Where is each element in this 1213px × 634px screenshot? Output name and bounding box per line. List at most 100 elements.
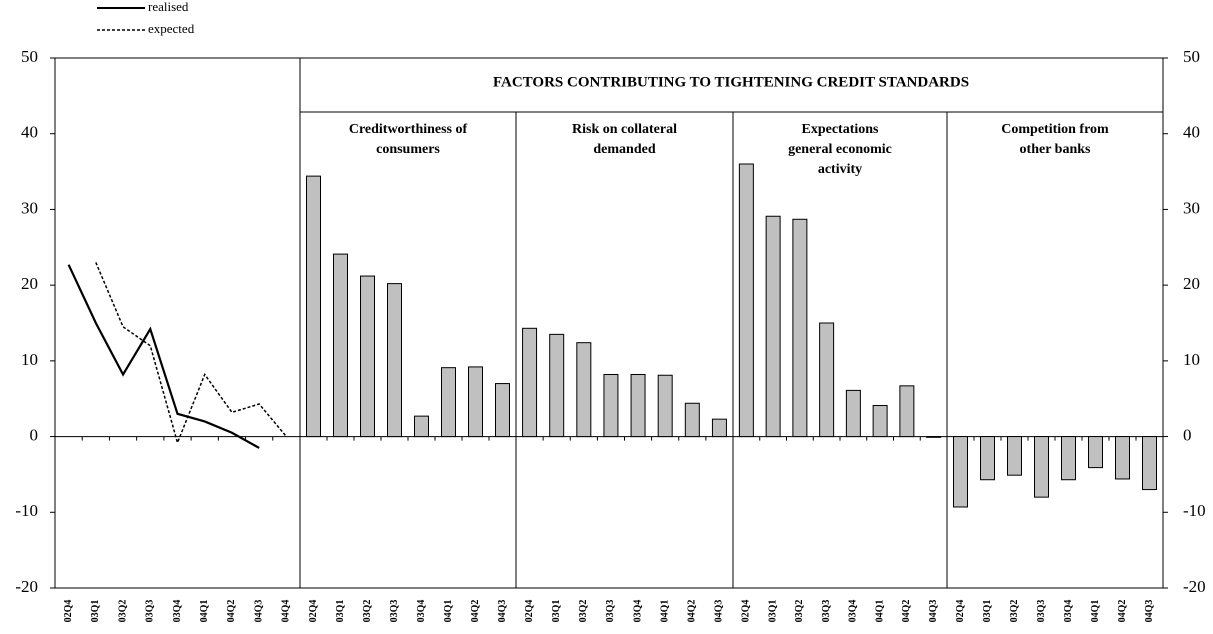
bar: [899, 385, 915, 438]
x-tick-label: 04Q1: [443, 600, 454, 623]
x-tick-label: 04Q2: [901, 600, 912, 623]
bar: [1115, 436, 1130, 480]
x-tick-label: 03Q2: [1009, 600, 1020, 623]
y2-tick-label: 0: [1183, 425, 1192, 444]
panel-title: consumers: [376, 142, 440, 157]
x-tick-label: 02Q4: [955, 600, 966, 623]
x-tick-label: 04Q1: [659, 600, 670, 623]
chart-title: FACTORS CONTRIBUTING TO TIGHTENING CREDI…: [493, 74, 969, 90]
bar: [441, 367, 456, 438]
legend-label: realised: [148, 0, 189, 14]
x-tick-label: 02Q4: [524, 600, 535, 623]
panel-title: demanded: [593, 142, 655, 157]
bar: [792, 218, 808, 438]
x-tick-label: 04Q2: [226, 600, 237, 623]
bar: [926, 436, 942, 438]
x-tick-label: 03Q4: [848, 600, 859, 623]
y2-tick-label: 50: [1183, 47, 1200, 66]
y2-tick-label: -10: [1183, 501, 1206, 520]
x-tick-label: 03Q4: [1063, 600, 1074, 623]
x-tick-label: 03Q3: [389, 600, 400, 623]
bar: [819, 322, 835, 438]
bar: [333, 253, 348, 438]
y-tick-label: 50: [21, 47, 38, 66]
bar: [872, 405, 888, 438]
y-tick-label: 20: [21, 274, 38, 293]
panel-title: general economic: [788, 142, 892, 157]
y2-tick-label: 30: [1183, 198, 1200, 217]
x-tick-label: 04Q2: [1117, 600, 1128, 623]
x-tick-label: 04Q2: [687, 600, 698, 623]
x-tick-label: 04Q3: [253, 600, 264, 623]
bar: [576, 342, 592, 438]
x-tick-label: 03Q1: [551, 600, 562, 623]
bar: [1034, 436, 1049, 498]
bar: [603, 373, 619, 438]
x-tick-label: 03Q3: [1036, 600, 1047, 623]
y-tick-label: -20: [15, 577, 38, 596]
panel-title: Expectations: [802, 122, 880, 137]
x-tick-label: 02Q4: [308, 600, 319, 623]
x-tick-label: 03Q4: [172, 600, 183, 623]
bar: [657, 374, 673, 438]
x-tick-label: 03Q2: [794, 600, 805, 623]
x-tick-label: 03Q2: [362, 600, 373, 623]
x-tick-label: 02Q4: [741, 600, 752, 623]
x-tick-label: 03Q2: [578, 600, 589, 623]
x-tick-label: 04Q3: [1144, 600, 1155, 623]
y-tick-label: 0: [30, 425, 39, 444]
bar: [549, 333, 565, 438]
panel-title: Creditworthiness of: [349, 122, 468, 137]
x-tick-label: 03Q4: [632, 600, 643, 623]
bar: [684, 402, 700, 438]
panel-title: Competition from: [1001, 122, 1109, 137]
line-series: [95, 262, 287, 445]
bar: [387, 283, 402, 438]
y2-tick-label: 10: [1183, 350, 1200, 369]
x-tick-label: 04Q1: [874, 600, 885, 623]
bar: [1088, 436, 1103, 469]
bar: [522, 327, 538, 438]
x-tick-label: 04Q2: [470, 600, 481, 623]
x-tick-label: 04Q3: [497, 600, 508, 623]
panel-title: Risk on collateral: [572, 122, 677, 137]
x-tick-label: 04Q1: [1090, 600, 1101, 623]
panel-title: other banks: [1020, 142, 1091, 157]
bar: [414, 415, 429, 438]
y2-tick-label: 20: [1183, 274, 1200, 293]
x-tick-label: 03Q3: [145, 600, 156, 623]
bar: [711, 418, 727, 438]
bar: [468, 366, 483, 438]
x-tick-label: 04Q4: [281, 600, 292, 623]
plot-frame: [54, 57, 1164, 589]
y2-tick-label: -20: [1183, 577, 1206, 596]
y-tick-label: 40: [21, 123, 38, 142]
x-tick-label: 03Q1: [90, 600, 101, 623]
x-tick-label: 02Q4: [63, 600, 74, 623]
x-tick-label: 03Q3: [821, 600, 832, 623]
bar: [1142, 436, 1157, 491]
bar: [953, 436, 968, 508]
y-tick-label: 30: [21, 198, 38, 217]
y-tick-label: -10: [15, 501, 38, 520]
bar: [765, 215, 781, 438]
bar: [630, 373, 646, 438]
x-tick-label: 04Q3: [714, 600, 725, 623]
bar: [980, 436, 995, 481]
y-tick-label: 10: [21, 350, 38, 369]
bar: [360, 275, 375, 438]
x-tick-label: 04Q1: [199, 600, 210, 623]
x-tick-label: 03Q4: [416, 600, 427, 623]
bar: [306, 175, 321, 438]
x-tick-label: 03Q1: [767, 600, 778, 623]
x-tick-label: 04Q3: [928, 600, 939, 623]
line-series: [67, 264, 260, 449]
x-tick-label: 03Q3: [605, 600, 616, 623]
legend-label: expected: [148, 21, 195, 36]
x-tick-label: 03Q2: [117, 600, 128, 623]
bar: [845, 389, 861, 438]
y2-tick-label: 40: [1183, 123, 1200, 142]
x-tick-label: 03Q1: [335, 600, 346, 623]
